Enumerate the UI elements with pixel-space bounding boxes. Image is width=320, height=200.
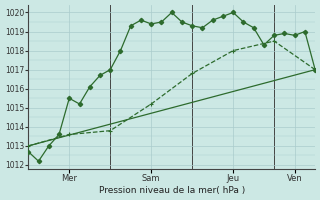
X-axis label: Pression niveau de la mer( hPa ): Pression niveau de la mer( hPa )	[99, 186, 245, 195]
